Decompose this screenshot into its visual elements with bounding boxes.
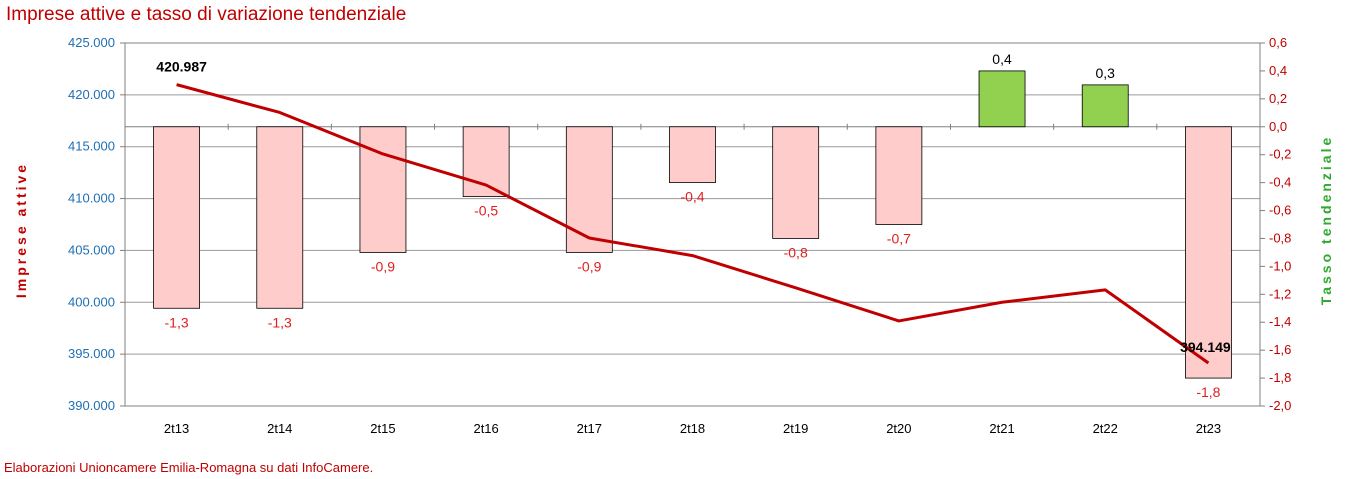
x-tick-label: 2t23	[1196, 421, 1221, 436]
left-tick-label: 390.000	[68, 398, 115, 413]
bar-2t22	[1081, 84, 1129, 128]
x-tick-label: 2t20	[886, 421, 911, 436]
left-tick-label: 420.000	[68, 87, 115, 102]
bar-label-2t15: -0,9	[371, 258, 395, 274]
right-axis: -2,0 -1,8 -1,6 -1,4 -1,2 -1,0 -0,8 -0,6 -0,4 -0,2…	[1260, 35, 1291, 413]
right-tick-label: -1,0	[1269, 258, 1291, 273]
right-tick-label: 0,2	[1269, 91, 1287, 106]
chart-title: Imprese attive e tasso di variazione ten…	[6, 4, 407, 25]
right-tick-label: 0,0	[1269, 119, 1287, 134]
x-tick-label: 2t18	[680, 421, 705, 436]
left-axis-label: Imprese attive	[13, 162, 29, 298]
bar-2t23	[1185, 126, 1232, 379]
x-tick-label: 2t22	[1093, 421, 1118, 436]
x-tick-label: 2t21	[989, 421, 1014, 436]
bar-label-2t13: -1,3	[165, 314, 189, 330]
right-tick-label: -1,2	[1269, 286, 1291, 301]
source-note: Elaborazioni Unioncamere Emilia-Romagna …	[4, 460, 374, 475]
bar-label-2t20: -0,7	[887, 231, 911, 247]
left-tick-label: 415.000	[68, 139, 115, 154]
left-tick-label: 400.000	[68, 294, 115, 309]
bar-2t17	[565, 126, 613, 253]
right-tick-label: -0,4	[1269, 175, 1291, 190]
right-axis-label: Tasso tendenziale	[1318, 135, 1334, 306]
right-tick-label: -0,8	[1269, 230, 1291, 245]
x-tick-label: 2t17	[577, 421, 602, 436]
bar-2t18	[669, 126, 716, 184]
right-tick-label: -0,6	[1269, 203, 1291, 218]
x-tick-label: 2t14	[267, 421, 292, 436]
right-tick-label: 0,4	[1269, 63, 1287, 78]
bar-2t13	[153, 126, 200, 309]
bar-label-2t19: -0,8	[784, 244, 808, 260]
bar-label-2t18: -0,4	[680, 189, 704, 205]
right-tick-label: -1,4	[1269, 314, 1291, 329]
right-tick-label: -2,0	[1269, 398, 1291, 413]
line-series	[176, 83, 1210, 365]
bar-label-2t23: -1,8	[1196, 384, 1220, 400]
bar-series	[153, 70, 1232, 379]
imprese-attive-line	[176, 83, 1210, 365]
left-tick-label: 395.000	[68, 346, 115, 361]
bar-2t21	[978, 70, 1026, 128]
right-tick-label: -0,2	[1269, 147, 1291, 162]
left-tick-label: 405.000	[68, 242, 115, 257]
left-axis: 390.000 395.000 400.000 405.000 410.000 415.0…	[68, 35, 125, 413]
bar-label-2t17: -0,9	[577, 258, 601, 274]
bar-2t20	[875, 126, 923, 225]
x-axis: 2t13 2t14 2t15 2t16 2t17 2t18 2t19 2t20 2t21 2t22…	[164, 421, 1221, 436]
bar-label-2t21: 0,4	[992, 51, 1012, 67]
x-tick-label: 2t16	[473, 421, 498, 436]
bar-label-2t14: -1,3	[268, 314, 292, 330]
bar-2t15	[359, 126, 407, 253]
x-tick-label: 2t15	[370, 421, 395, 436]
line-point-label: 394.149	[1180, 339, 1231, 355]
right-tick-label: -1,6	[1269, 342, 1291, 357]
data-labels: -1,3 -1,3 -0,9 -0,5 -0,9 -0,4 -0,8 -0,7 0,4 0,3 -1…	[156, 51, 1231, 400]
left-tick-label: 410.000	[68, 191, 115, 206]
x-tick-label: 2t19	[783, 421, 808, 436]
right-tick-label: -1,8	[1269, 370, 1291, 385]
bar-2t19	[772, 126, 820, 239]
right-tick-label: 0,6	[1269, 35, 1287, 50]
bar-2t14	[256, 126, 304, 309]
left-tick-label: 425.000	[68, 35, 115, 50]
x-tick-label: 2t13	[164, 421, 189, 436]
bar-label-2t16: -0,5	[474, 203, 498, 219]
line-point-label: 420.987	[156, 59, 207, 75]
bar-label-2t22: 0,3	[1095, 65, 1115, 81]
plot-area	[124, 42, 1261, 407]
